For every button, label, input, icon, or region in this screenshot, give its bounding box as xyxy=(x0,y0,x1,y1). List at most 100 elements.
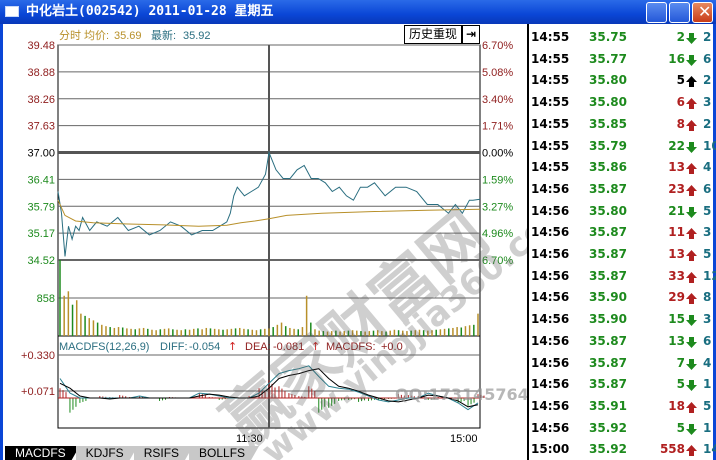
macd-label: MACDFS: xyxy=(326,341,376,353)
tick-price: 35.75 xyxy=(589,30,627,44)
tick-volume: 5 xyxy=(676,420,685,435)
last-value: 35.92 xyxy=(183,30,211,42)
tab-macdfs[interactable]: MACDFS xyxy=(5,446,80,460)
tick-time: 14:56 xyxy=(531,420,570,435)
tick-price: 35.87 xyxy=(589,355,627,370)
tab-bollfs[interactable]: BOLLFS xyxy=(189,446,259,460)
tick-volume: 13 xyxy=(668,247,685,261)
tick-volume: 16 xyxy=(668,51,685,66)
window-frame-right xyxy=(713,24,716,460)
tick-price: 35.87 xyxy=(589,333,627,348)
close-button[interactable]: ✕ xyxy=(692,2,713,23)
tick-count: 2 xyxy=(703,116,712,131)
tab-rsifs[interactable]: RSIFS xyxy=(134,446,193,460)
tick-count: 2 xyxy=(703,73,712,88)
tick-price: 35.92 xyxy=(589,420,627,435)
diff-up-arrow-icon: ↑ xyxy=(228,340,237,353)
tick-time: 14:56 xyxy=(531,398,570,413)
tick-row: 14:56 35.90 29 8 xyxy=(529,287,715,308)
mode-label: 分时 xyxy=(59,29,81,42)
tick-count: 4 xyxy=(703,355,712,370)
tick-time: 15:00 xyxy=(531,442,570,457)
tick-volume: 18 xyxy=(668,398,685,413)
tick-count: 3 xyxy=(703,95,712,110)
tick-price: 35.85 xyxy=(589,116,627,131)
y-tick-left: 39.48 xyxy=(27,40,55,52)
tick-count: 5 xyxy=(703,247,712,261)
arrow-down-icon xyxy=(686,380,697,392)
dea-label: DEA: xyxy=(245,341,271,353)
tick-volume: 29 xyxy=(668,290,685,305)
window-title: 中化岩土(002542) 2011-01-28 星期五 xyxy=(26,4,274,19)
tick-count: 148 xyxy=(703,442,716,457)
tick-list: 14:55 35.75 2 2 14:55 35.77 16 6 14:55 35.80 5 2 14:… xyxy=(527,24,716,460)
arrow-down-icon xyxy=(686,141,697,153)
tick-count: 6 xyxy=(703,51,712,66)
tick-volume: 22 xyxy=(668,138,685,153)
tick-count: 6 xyxy=(703,333,712,348)
tick-count: 5 xyxy=(703,203,712,218)
tick-time: 14:55 xyxy=(531,95,570,110)
tick-time: 14:56 xyxy=(531,377,570,392)
tick-price: 35.87 xyxy=(589,377,627,392)
tick-volume: 5 xyxy=(676,73,685,88)
tick-volume: 33 xyxy=(668,268,685,283)
tick-volume: 11 xyxy=(668,225,685,240)
tick-time: 14:55 xyxy=(531,116,570,131)
diff-label: DIFF: xyxy=(160,341,188,353)
tick-volume: 6 xyxy=(676,95,685,110)
minimize-button[interactable] xyxy=(646,2,667,23)
arrow-up-icon xyxy=(686,184,697,196)
tick-count: 1 xyxy=(703,420,712,435)
tick-row: 14:55 35.85 8 2 xyxy=(529,114,715,135)
close-icon: ✕ xyxy=(698,2,712,21)
arrow-up-icon xyxy=(686,293,697,305)
tab-kdjfs[interactable]: KDJFS xyxy=(76,446,138,460)
macd-tick: +0.071 xyxy=(21,386,55,398)
tick-volume: 2 xyxy=(676,30,685,44)
exit-arrow-icon[interactable]: ⇥ xyxy=(462,25,480,44)
tick-time: 14:56 xyxy=(531,247,570,261)
avg-value: 35.69 xyxy=(114,30,142,42)
arrow-up-icon xyxy=(686,76,697,88)
tick-volume: 15 xyxy=(668,312,685,327)
tick-price: 35.87 xyxy=(589,247,627,261)
tick-time: 14:56 xyxy=(531,181,570,196)
tick-row: 14:56 35.90 15 3 xyxy=(529,309,715,330)
y-tick-right: 5.08% xyxy=(482,67,513,79)
watermark-text: 赢家财富网 xyxy=(210,198,503,460)
avg-label: 均价: xyxy=(84,29,109,42)
tick-row: 14:55 35.75 2 2 xyxy=(529,27,715,48)
tick-time: 14:55 xyxy=(531,51,570,66)
tick-price: 35.87 xyxy=(589,225,627,240)
y-tick-left: 35.17 xyxy=(27,228,55,240)
arrow-up-icon xyxy=(686,271,697,283)
history-replay-button[interactable]: 历史重现 xyxy=(404,25,462,44)
tick-count: 2 xyxy=(703,30,712,44)
tick-price: 35.87 xyxy=(589,268,627,283)
arrow-down-icon xyxy=(686,315,697,327)
last-label: 最新: xyxy=(151,28,176,42)
arrow-up-icon xyxy=(686,228,697,240)
arrow-down-icon xyxy=(686,54,697,66)
y-tick-left: 37.00 xyxy=(27,148,55,160)
tick-time: 14:55 xyxy=(531,73,570,88)
intraday-chart: 分时 均价: 35.69 最新: 35.92 39.48 6.70% 38.88 5.… xyxy=(21,28,527,460)
tick-volume: 558 xyxy=(659,442,685,457)
tick-row: 14:56 35.87 33 12 xyxy=(529,266,716,287)
y-tick-right: 1.59% xyxy=(482,174,513,186)
x-tick-1500: 15:00 xyxy=(450,433,478,445)
arrow-down-icon xyxy=(686,206,697,218)
tick-time: 14:56 xyxy=(531,268,570,283)
arrow-up-icon xyxy=(686,163,697,175)
tick-time: 14:56 xyxy=(531,333,570,348)
tick-volume: 13 xyxy=(668,160,685,175)
arrow-up-icon xyxy=(686,98,697,110)
tick-price: 35.92 xyxy=(589,442,627,457)
y-tick-left: 38.88 xyxy=(27,67,55,79)
price-line xyxy=(57,150,481,257)
maximize-button[interactable] xyxy=(669,2,690,23)
tick-row: 14:55 35.80 5 2 xyxy=(529,70,715,91)
tick-price: 35.90 xyxy=(589,290,627,305)
tick-row: 14:55 35.79 22 10 xyxy=(529,136,716,157)
